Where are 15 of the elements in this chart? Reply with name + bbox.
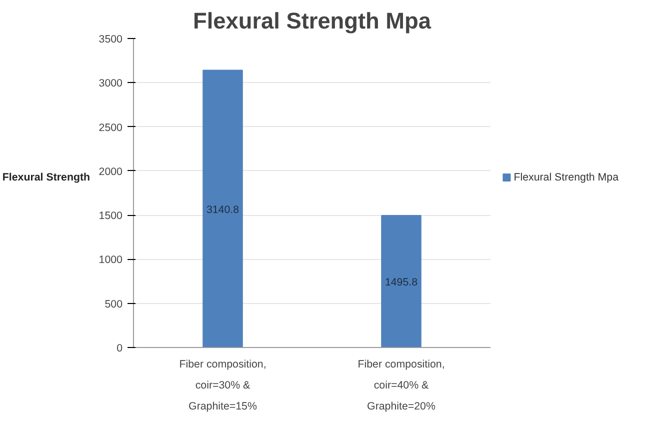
y-tick-label: 2000: [98, 166, 123, 178]
y-tick-label: 1500: [98, 210, 123, 222]
category-label: Fiber composition, coir=30% & Graphite=15%: [179, 358, 266, 412]
chart-title: Flexural Strength Mpa: [193, 8, 432, 34]
data-label: 1495.8: [384, 276, 418, 288]
y-tick-label: 3500: [98, 34, 123, 46]
y-tick-label: 500: [104, 298, 123, 310]
y-tick-label: 1000: [98, 254, 123, 266]
y-tick-label: 2500: [98, 122, 123, 134]
legend-label: Flexural Strength Mpa: [514, 172, 619, 184]
y-tick-label: 0: [116, 342, 123, 354]
y-axis-title: Flexural Strength: [2, 172, 90, 184]
data-label: 3140.8: [206, 204, 240, 216]
category-label: Fiber composition, coir=40% & Graphite=20%: [358, 358, 445, 412]
y-tick-label: 3000: [98, 78, 123, 90]
